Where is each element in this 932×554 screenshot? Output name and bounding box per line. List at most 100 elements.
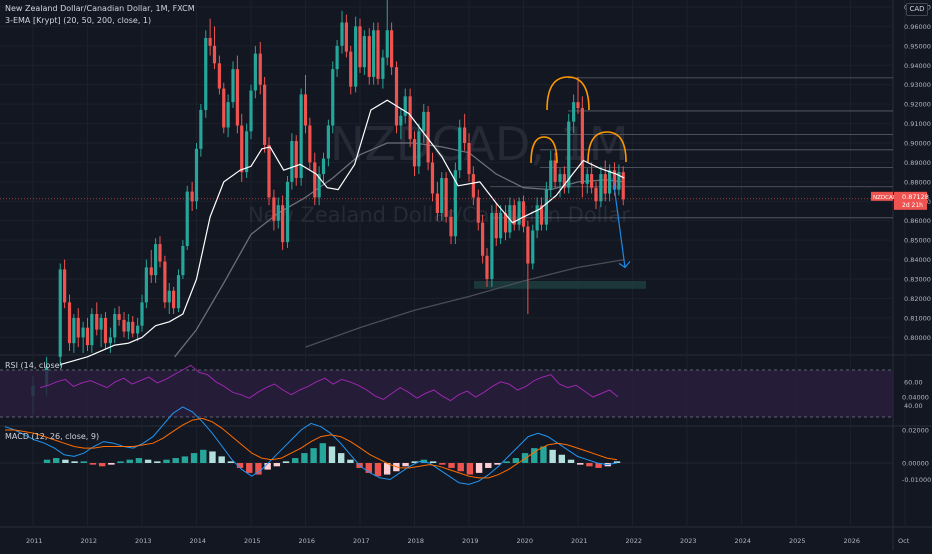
candle-bull bbox=[58, 269, 62, 357]
candle-bear bbox=[281, 205, 285, 243]
y-tick-label: 0.93000 bbox=[904, 81, 931, 89]
candle-bear bbox=[349, 51, 353, 87]
macd-histogram-bar bbox=[485, 463, 492, 468]
candle-bull bbox=[126, 321, 130, 332]
y-tick-label: 0.83000 bbox=[904, 276, 931, 284]
projection-arrowhead bbox=[618, 261, 631, 269]
candle-bull bbox=[99, 317, 103, 330]
x-tick-label: 2022 bbox=[626, 537, 643, 545]
candle-bear bbox=[603, 174, 607, 194]
macd-histogram-bar bbox=[52, 458, 60, 463]
candle-bear bbox=[258, 53, 262, 85]
candle-bear bbox=[122, 319, 126, 332]
candle-bear bbox=[208, 38, 212, 46]
symbol-tag bbox=[871, 191, 893, 201]
macd-tick-label: 0.04000 bbox=[902, 394, 929, 402]
macd-histogram-bar bbox=[126, 459, 133, 463]
candle-bear bbox=[95, 314, 99, 330]
macd-histogram-bar bbox=[154, 461, 161, 463]
macd-histogram-bar bbox=[246, 463, 253, 473]
macd-histogram-bar bbox=[374, 463, 382, 477]
candle-bear bbox=[267, 144, 271, 198]
macd-histogram-bar bbox=[209, 451, 216, 463]
ema-20-line bbox=[60, 99, 625, 366]
candle-bull bbox=[362, 36, 366, 68]
macd-histogram-bar bbox=[135, 458, 143, 463]
x-tick-label: 2017 bbox=[353, 537, 370, 545]
candle-bear bbox=[272, 197, 276, 221]
candle-bear bbox=[612, 170, 617, 190]
macd-histogram-bar bbox=[282, 461, 290, 463]
macd-histogram-bar bbox=[531, 448, 538, 463]
candle-bear bbox=[240, 125, 244, 173]
macd-histogram-bar bbox=[71, 461, 78, 463]
candle-bear bbox=[485, 255, 489, 280]
macd-histogram-bar bbox=[273, 463, 281, 467]
candle-bear bbox=[303, 94, 308, 126]
candle-bull bbox=[181, 246, 185, 276]
candle-bull bbox=[317, 174, 321, 198]
macd-histogram-bar bbox=[466, 463, 474, 475]
candle-bull bbox=[245, 131, 249, 173]
currency-badge[interactable]: CAD bbox=[906, 3, 928, 16]
macd-histogram-bar bbox=[319, 443, 327, 463]
macd-histogram-bar bbox=[558, 454, 566, 463]
candle-bear bbox=[412, 139, 417, 167]
x-tick-label: Oct bbox=[898, 537, 910, 545]
y-tick-label: 0.91000 bbox=[904, 120, 931, 128]
candle-bear bbox=[426, 111, 430, 163]
symbol-legend[interactable]: New Zealand Dollar/Canadian Dollar, 1M, … bbox=[5, 4, 195, 13]
macd-legend[interactable]: MACD (12, 26, close, 9) bbox=[5, 432, 100, 441]
candle-bull bbox=[331, 69, 335, 126]
candle-bull bbox=[176, 275, 181, 309]
y-tick-label: 0.80000 bbox=[904, 334, 931, 342]
macd-histogram-bar bbox=[163, 459, 170, 463]
x-tick-label: 2014 bbox=[190, 537, 207, 545]
ema-legend[interactable]: 3-EMA [Krypt] (20, 50, 200, close, 1) bbox=[5, 16, 152, 25]
macd-histogram-bar bbox=[512, 458, 520, 463]
candle-bear bbox=[476, 197, 480, 223]
rsi-tick-label: 40.00 bbox=[904, 402, 923, 410]
candle-bear bbox=[590, 174, 594, 188]
macd-histogram-bar bbox=[264, 463, 271, 470]
candle-bull bbox=[81, 327, 85, 338]
macd-tick-label: 0.02000 bbox=[902, 427, 929, 435]
candle-bear bbox=[435, 193, 439, 213]
macd-histogram-bar bbox=[292, 458, 299, 463]
ema-50-line bbox=[174, 142, 625, 358]
candle-bear bbox=[367, 36, 371, 77]
candle-bear bbox=[163, 261, 167, 303]
candle-bear bbox=[67, 302, 72, 344]
candle-bull bbox=[340, 22, 344, 46]
candle-bull bbox=[422, 111, 426, 132]
candle-bull bbox=[403, 96, 407, 116]
macd-tick-label: 0.00000 bbox=[902, 460, 929, 468]
macd-histogram-bar bbox=[310, 448, 317, 463]
candle-bear bbox=[503, 212, 508, 233]
watermark-ticker: NZDCAD, 1M bbox=[330, 117, 629, 171]
candle-bear bbox=[408, 96, 412, 140]
macd-histogram-bar bbox=[411, 461, 418, 463]
x-tick-label: 2023 bbox=[680, 537, 697, 545]
macd-histogram-bar bbox=[402, 463, 409, 467]
candle-bear bbox=[621, 172, 625, 200]
macd-histogram-bar bbox=[420, 459, 428, 463]
candle-bull bbox=[453, 170, 457, 237]
y-tick-label: 0.90000 bbox=[904, 140, 931, 148]
macd-histogram-bar bbox=[255, 463, 262, 475]
candle-bear bbox=[212, 45, 217, 64]
macd-histogram-bar bbox=[577, 463, 584, 465]
y-tick-label: 0.95000 bbox=[904, 42, 931, 50]
macd-tick-label: -0.01000 bbox=[902, 476, 931, 484]
macd-histogram-bar bbox=[540, 446, 547, 463]
candle-bear bbox=[103, 317, 108, 344]
candle-bull bbox=[567, 121, 571, 188]
candle-bear bbox=[63, 269, 67, 303]
macd-histogram-bar bbox=[328, 446, 336, 463]
rsi-legend[interactable]: RSI (14, close) bbox=[5, 361, 63, 370]
macd-histogram-bar bbox=[613, 461, 621, 463]
macd-histogram-bar bbox=[347, 459, 354, 463]
candle-bear bbox=[313, 162, 317, 198]
candle-bear bbox=[471, 174, 475, 198]
